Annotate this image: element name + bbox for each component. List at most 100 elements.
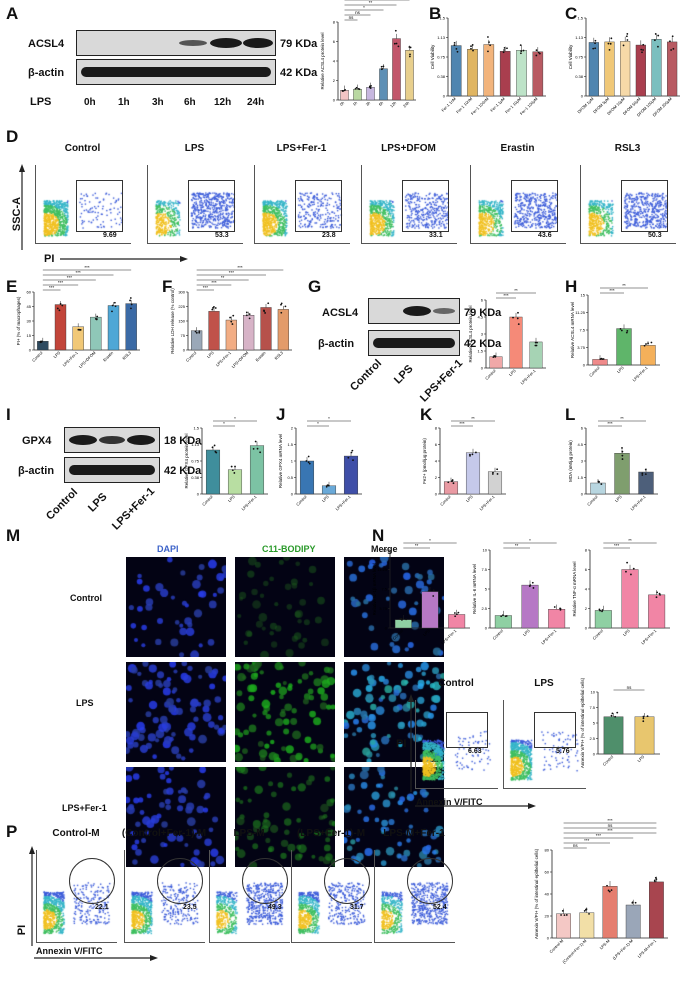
chart-H: Relative ACSL4 mRNA level 0 3.75 7.5 11.25 15… <box>570 283 660 382</box>
blot-band <box>69 465 155 475</box>
chart-P-category-label: (Control+Fer-1)-M <box>561 938 587 964</box>
blot-g-kda: 79 KDa <box>464 307 502 319</box>
chart-K-bar <box>465 452 481 495</box>
chart-C-tick-label: 1.13 <box>575 35 584 40</box>
chart-L-point <box>621 447 623 449</box>
chart-I-point <box>259 451 262 454</box>
chart-F-point <box>214 307 217 309</box>
mic-row-label: Control <box>70 593 102 603</box>
chart-C-point <box>626 33 629 35</box>
chart-N2-tick-label: 0 <box>485 626 488 631</box>
chart-K-category-label: Control <box>439 494 452 507</box>
chart-N2-point <box>559 608 562 611</box>
chart-E-point <box>96 315 99 318</box>
chart-P-sig-label: *** <box>584 838 590 843</box>
chart-O-category-label: LPS <box>636 754 645 763</box>
chart-K-point <box>496 473 499 475</box>
chart-F-tick-label: 300 <box>178 290 185 295</box>
chart-A-tick-label: 0 <box>333 98 336 103</box>
blot-a-lane: 1h <box>118 97 130 108</box>
chart-A-sig-label: ns <box>355 10 361 15</box>
chart-J-point <box>351 449 354 452</box>
chart-I-point <box>256 447 259 450</box>
blot-a-kda: 42 KDa <box>280 67 318 79</box>
chart-F-point <box>267 302 270 305</box>
chart-A-tick-label: 6 <box>333 39 336 44</box>
chart-F-point <box>230 320 233 323</box>
flow-p-1-title: (Control+Fer-1)-M <box>121 828 207 839</box>
mic-image-pixels <box>235 557 335 657</box>
chart-C-point <box>610 37 613 40</box>
chart-F-category-label: LPS+DFOM <box>231 350 250 369</box>
chart-O-ylabel: Annexin V/PI+ (% of intestinal epithelia… <box>580 677 585 768</box>
chart-N1-point <box>428 588 431 591</box>
chart-J-bar <box>299 460 315 495</box>
chart-H-ylabel: Relative ACSL4 mRNA level <box>570 302 575 358</box>
flow-d-5-title: RSL3 <box>614 143 641 154</box>
chart-N3: Relative TNF-α mRNA level 0 2 4 6 8 Control LPS… <box>572 538 670 645</box>
chart-F-bar <box>243 315 255 351</box>
chart-N3-point <box>601 609 604 611</box>
chart-O-tick-label: 0 <box>593 752 596 757</box>
chart-F-point <box>280 302 283 305</box>
chart-P-point <box>607 889 610 892</box>
chart-C-tick-label: 0.75 <box>575 55 584 60</box>
chart-K-point <box>496 468 499 471</box>
chart-P-sig-label: *** <box>607 818 613 823</box>
chart-F-point <box>198 330 201 332</box>
chart-K-sig-label: ** <box>471 416 475 421</box>
flow-d-1-density <box>148 165 243 243</box>
chart-J-bar <box>321 485 337 495</box>
chart-N1-ylabel: Relative IL-1β mRNA level <box>372 563 377 616</box>
chart-N3-tick-label: 2 <box>585 606 588 611</box>
chart-J-tick-label: 0.5 <box>287 475 293 480</box>
chart-J-category-label: LPS+Fer-1 <box>334 494 352 512</box>
chart-I-category-label: LPS <box>227 494 236 503</box>
chart-K-category-label: LPS <box>465 494 474 503</box>
flow-o-0-density <box>416 700 498 788</box>
chart-P-bar <box>556 913 571 939</box>
chart-N1-tick-label: 15 <box>383 548 388 553</box>
chart-N1-bar <box>394 619 412 629</box>
blot-g-row-label: β-actin <box>318 338 355 350</box>
chart-N1-category-label: LPS <box>422 628 431 637</box>
chart-P-category-label: LPS-M+Fer-1 <box>637 938 658 959</box>
chart-L-category-label: LPS+Fer-1 <box>629 494 647 512</box>
flow-o-ylabel: PI <box>396 738 407 750</box>
flow-o-0-plot: 6.63 <box>415 700 498 789</box>
chart-L-tick-label: 4.5 <box>577 442 583 447</box>
chart-I-point <box>233 472 236 474</box>
chart-K-ylabel: Fe2+ (pmol/μg protein) <box>422 438 427 484</box>
chart-O-tick-label: 5 <box>593 721 596 726</box>
chart-J-category-label: LPS <box>321 494 330 503</box>
flow-o-1-gate <box>534 712 576 748</box>
blot-i-row-label: β-actin <box>18 465 55 477</box>
chart-B-tick-label: 1.13 <box>437 35 446 40</box>
chart-I-sig-label: * <box>223 421 225 426</box>
chart-J-sig-label: * <box>328 416 330 421</box>
chart-H-sig-label: ** <box>622 283 626 288</box>
chart-B-tick-label: 0.38 <box>437 74 446 79</box>
chart-N2-tick-label: 5 <box>485 587 488 592</box>
chart-N3-sig-label: *** <box>614 543 620 548</box>
chart-E-tick-label: 60 <box>27 290 32 295</box>
chart-H-tick-label: 15 <box>581 293 586 298</box>
flow-d-1-gate <box>188 180 235 232</box>
chart-A-category-label: 12h <box>389 100 397 108</box>
chart-H-tick-label: 3.75 <box>577 345 586 350</box>
mic-col-label: Merge <box>371 544 398 554</box>
chart-N1-point <box>457 611 460 614</box>
chart-H-point <box>625 331 628 334</box>
chart-B-tick-label: 1.5 <box>439 16 445 21</box>
chart-A-point <box>342 90 344 92</box>
flow-p-4-plot: 52.4 <box>374 850 455 943</box>
blot-i-kda: 42 KDa <box>164 465 202 477</box>
chart-E: PI+ (% of macrophages) 0 15 30 45 60 Control LP… <box>16 265 140 369</box>
chart-J-point <box>307 455 310 458</box>
chart-C-point <box>608 49 611 51</box>
chart-F-point <box>248 313 251 316</box>
chart-C-point <box>640 48 643 51</box>
chart-J-ylabel: Relative GPX4 mRNA level <box>278 434 283 488</box>
flow-o-1-value: 5.76 <box>556 748 570 755</box>
chart-K-sig-label: *** <box>459 421 465 426</box>
